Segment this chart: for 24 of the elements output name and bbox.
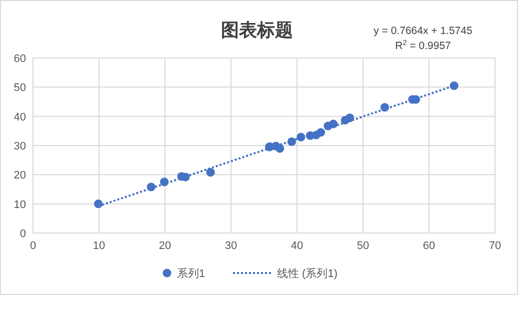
x-tick-label: 60 [422, 240, 436, 252]
y-tick-label: 10 [14, 198, 26, 211]
text: y = 0.7664x + 1.5745 [374, 25, 472, 37]
x-tick-label: 10 [92, 240, 106, 252]
y-tick-label: 60 [14, 53, 26, 65]
y-tick-label: 20 [14, 170, 26, 182]
x-tick-label: 40 [290, 240, 304, 252]
x-tick-label: 50 [356, 240, 370, 252]
y-tick-label: 0 [20, 228, 26, 240]
x-tick-label: 70 [488, 240, 502, 252]
y-tick-label: 40 [14, 111, 26, 124]
legend-label: 系列1 [177, 267, 206, 280]
point [94, 200, 103, 208]
point [206, 168, 215, 177]
x-tick-label: 30 [224, 240, 238, 252]
y-tick-label: 30 [14, 140, 26, 152]
chart-title: 图表标题 [221, 20, 293, 40]
y-tick-label: 50 [14, 82, 26, 94]
legend-label: 线性 (系列1) [277, 267, 338, 280]
x-tick-label: 20 [158, 240, 172, 252]
x-tick-label: 0 [30, 240, 36, 252]
text: R$^{2}$ = 0.9957 [395, 38, 452, 52]
point [450, 81, 458, 90]
point [276, 144, 284, 153]
